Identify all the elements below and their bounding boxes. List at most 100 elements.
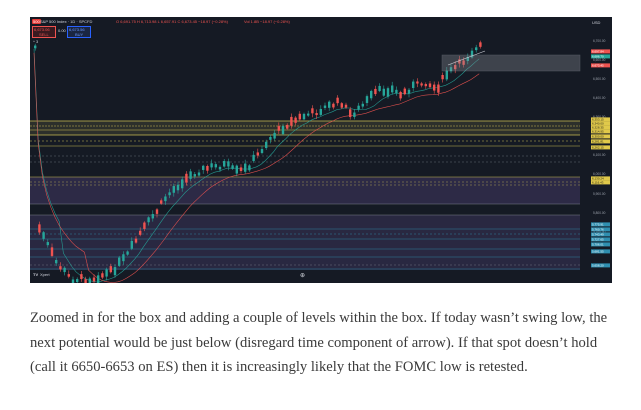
candle-body-54 [84,279,87,283]
price-tag-bg [591,134,610,139]
price-tick-label: 6,300.00 [593,115,606,119]
box-overlay [441,50,581,72]
price-tag-label: 5,727.65 [592,238,604,242]
target-icon[interactable]: ⊕ [300,273,306,279]
price-tick-label: 6,000.00 [593,172,606,176]
candle-body-323 [353,112,356,118]
candle-body-176 [206,165,209,171]
candle-body-42 [71,279,75,283]
candle-body-336 [365,96,369,103]
price-tag-label: 5,760.76 [592,228,604,232]
chart-title[interactable]: S&P 500 Index · 1D · SPCFD [40,19,93,24]
candlesticks [34,40,482,283]
candle-body-12 [42,232,45,239]
candle-body-239 [269,136,272,140]
candle-body-189 [218,166,222,170]
resistance-zone [30,177,580,204]
candle-body-180 [210,163,213,168]
candle-body-340 [370,90,373,99]
candle-body-75 [105,269,108,277]
sell-price: 6,673.06 [34,27,50,32]
candle-body-147 [176,184,180,191]
candle-body-361 [391,85,394,93]
candle-body-243 [273,132,276,139]
candle-body-290 [319,108,322,115]
candle-body-4 [34,45,37,49]
candle-body-84 [113,267,117,276]
candle-body-25 [55,260,58,264]
candle-body-222 [252,154,255,161]
candle-body-130 [160,200,163,204]
candle-body-164 [193,174,196,177]
candle-body-378 [407,89,411,94]
candle-body-344 [374,88,377,95]
candle-body-155 [185,173,188,183]
price-chart[interactable]: 6,700.00 6,600.00 6,500.00 6,400.00 6,300.00… [30,17,612,283]
candle-body-390 [420,83,423,86]
candle-body-21 [50,247,54,256]
candle-body-416 [445,70,448,80]
price-tag-bg [591,121,610,126]
candle-body-122 [151,214,154,219]
candle-body-382 [412,81,415,88]
candle-body-256 [286,124,289,129]
price-tag-bg [591,125,610,130]
candle-body-46 [76,279,79,283]
candle-body-357 [386,88,390,97]
candle-body-273 [302,113,306,120]
price-tag-label: 6,262.15 [592,146,604,150]
candle-body-206 [235,165,238,174]
price-tag-label: 5,681.55 [592,250,604,254]
arrow-line [447,50,486,66]
candle-body-227 [256,152,259,156]
candle-body-445 [475,47,478,51]
candle-body-449 [479,42,482,47]
candle-body-67 [97,275,100,283]
symbol-badge[interactable]: 500 [32,19,41,24]
indicators-toggle[interactable]: ^ 3 [33,39,39,44]
candle-body-59 [88,278,91,283]
sell-button[interactable]: 6,673.06 SELL [32,26,56,38]
chart-panel[interactable]: 6,700.00 6,600.00 6,500.00 6,400.00 6,300.00… [30,17,612,283]
ohlc-readout: O 6,691.75 H 6,713.98 L 6,657.91 C 6,673… [116,19,228,24]
buy-price: 6,673.56 [69,27,85,32]
price-tag-label: 6,281.81 [592,140,604,144]
price-tag-label: 6,673.45 [592,64,604,68]
candle-body-105 [134,238,138,243]
candle-body-369 [399,91,402,99]
candle-body-17 [46,242,49,246]
price-tag-bg [591,232,610,237]
candle-body-92 [122,254,125,262]
candle-body-29 [59,266,62,270]
candle-body-428 [458,59,461,64]
price-tag-label: 6,116.43 [592,181,604,185]
price-tag-label: 6,300.00 [592,135,604,139]
candle-body-143 [172,186,175,193]
candle-body-63 [92,277,96,282]
candle-body-319 [349,109,352,118]
candle-body-197 [227,161,230,167]
price-tick-label: 6,100.00 [593,153,606,157]
candle-body-411 [441,74,444,80]
tradingview-logo-icon[interactable]: TV [33,272,39,277]
candle-body-33 [63,267,66,273]
buy-button[interactable]: 6,673.56 BUY [67,26,91,38]
support-zone [30,215,580,270]
level-zones [30,121,580,270]
price-tag-bg [591,176,610,181]
price-tags: 6,697.846,686.70 6,673.45 6,353.156,340.00… [591,49,610,268]
candle-body-159 [189,171,192,179]
price-tag-bg [591,180,610,185]
yellow-band [30,121,580,135]
footer-label: Xpert [40,272,50,277]
candle-body-277 [307,113,310,116]
candle-body-395 [424,84,427,87]
candle-body-269 [298,113,301,120]
candle-body-294 [323,105,327,108]
price-tag-bg [591,145,610,150]
candle-body-185 [214,164,217,168]
price-tag-bg [591,117,610,122]
currency-label[interactable]: USD [592,20,601,25]
candle-body-96 [126,251,129,255]
candle-body-432 [462,60,465,65]
